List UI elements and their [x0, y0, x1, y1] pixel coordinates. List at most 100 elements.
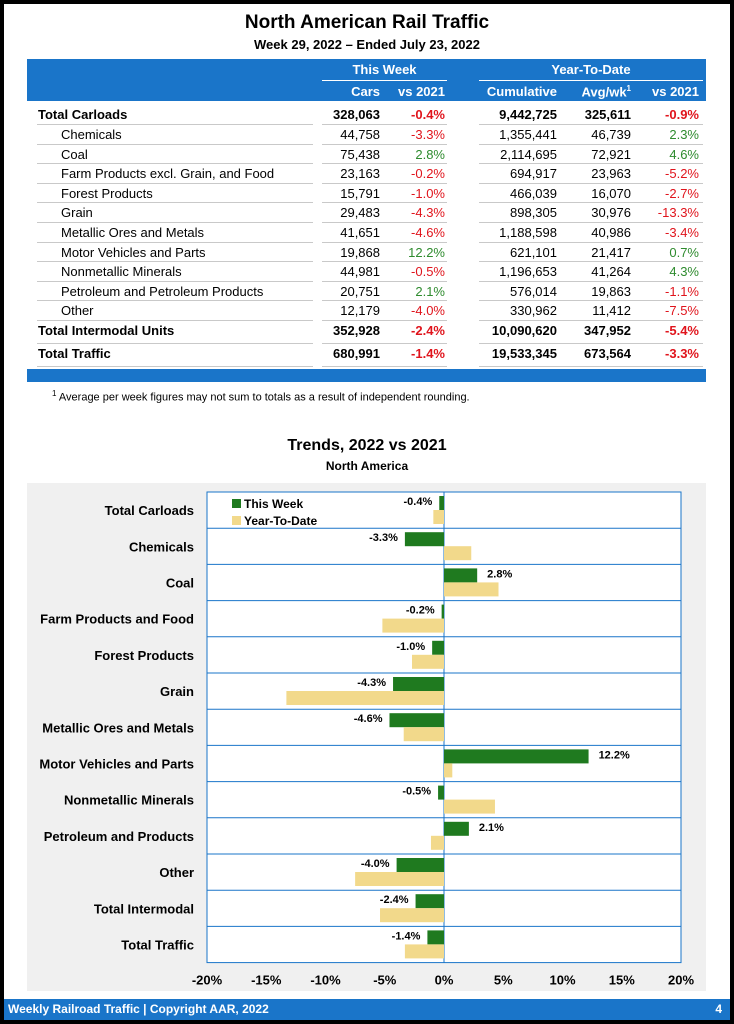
- table-row: Metallic Ores and Metals 41,651 -4.6% 1,188…: [27, 223, 706, 243]
- data-label-this-week: -4.3%: [357, 677, 386, 689]
- table-row: Nonmetallic Minerals 44,981 -0.5% 1,196,653…: [27, 262, 706, 282]
- data-label-this-week: -0.4%: [404, 496, 433, 508]
- cell-vsy: -5.2%: [665, 166, 699, 182]
- category-label: Metallic Ores and Metals: [42, 720, 194, 735]
- cell-label: Chemicals: [61, 127, 122, 142]
- cell-cars: 44,758: [340, 127, 380, 142]
- cell-cum: 2,114,695: [500, 146, 557, 162]
- category-label: Other: [159, 865, 194, 880]
- bar-ytd: [433, 510, 444, 524]
- bar-ytd: [380, 908, 444, 923]
- bar-ytd: [444, 763, 453, 778]
- table-body: Total Carloads 328,063 -0.4% 9,442,725 325,6…: [27, 105, 706, 367]
- data-label-this-week: -3.3%: [369, 532, 398, 544]
- cell-cars: 680,991: [333, 345, 380, 361]
- cell-label: Other: [61, 303, 94, 319]
- cell-avg: 30,976: [591, 205, 631, 221]
- cell-label: Total Intermodal Units: [38, 322, 175, 338]
- cell-vs: -1.0%: [411, 185, 445, 201]
- cell-label: Grain: [61, 205, 93, 221]
- table-row: Farm Products excl. Grain, and Food 23,16…: [27, 164, 706, 184]
- cell-cum: 1,355,441: [499, 127, 557, 142]
- cell-vs: -0.2%: [411, 166, 445, 182]
- cell-cars: 23,163: [340, 166, 380, 182]
- legend-swatch-this-week: [232, 499, 241, 508]
- cell-vs: 2.1%: [415, 283, 445, 299]
- cell-avg: 72,921: [591, 146, 631, 162]
- x-tick-label: -10%: [310, 973, 341, 988]
- x-tick-label: -15%: [251, 973, 282, 988]
- bar-this-week: [432, 640, 444, 655]
- page-title: North American Rail Traffic: [244, 12, 490, 33]
- cell-avg: 16,070: [591, 185, 631, 201]
- cell-cum: 19,533,345: [491, 345, 557, 361]
- traffic-table: This Week Year-To-Date Cars vs 2021 Cumu…: [27, 59, 706, 367]
- x-tick-label: 5%: [494, 973, 513, 988]
- table-row: Grain 29,483 -4.3% 898,305 30,976 -13.3%: [27, 203, 706, 223]
- data-label-this-week: -4.0%: [361, 858, 390, 870]
- category-label: Total Traffic: [121, 938, 194, 953]
- cell-vs: -4.6%: [411, 224, 445, 240]
- cell-vs: 12.2%: [408, 244, 445, 260]
- cell-vsy: 2.3%: [669, 127, 699, 142]
- cell-cum: 576,014: [510, 283, 557, 299]
- cell-cars: 75,438: [340, 146, 380, 162]
- cell-cum: 330,962: [510, 303, 557, 319]
- category-label: Petroleum and Products: [44, 829, 194, 844]
- cell-label: Forest Products: [61, 185, 153, 201]
- cell-avg: 347,952: [584, 322, 631, 338]
- group-this-week: This Week: [352, 62, 417, 77]
- cell-vs: -2.4%: [411, 322, 445, 338]
- cell-vsy: -13.3%: [657, 205, 699, 221]
- cell-avg: 325,611: [584, 107, 631, 122]
- footer-copyright: Weekly Railroad Traffic | Copyright AAR,…: [8, 1002, 269, 1016]
- bar-ytd: [355, 872, 444, 886]
- bar-ytd: [403, 727, 444, 742]
- table-row: Motor Vehicles and Parts 19,868 12.2% 621,1…: [27, 243, 706, 263]
- cell-avg: 673,564: [584, 345, 631, 361]
- data-label-this-week: -4.6%: [354, 713, 383, 725]
- data-label-this-week: 2.1%: [479, 822, 504, 834]
- table-bottom-bar: [27, 369, 706, 382]
- bar-ytd: [286, 691, 444, 705]
- col-vs2021: vs 2021: [398, 84, 445, 99]
- cell-vsy: -3.4%: [665, 224, 699, 240]
- col-cumulative: Cumulative: [486, 84, 557, 99]
- cell-vs: -0.4%: [411, 107, 445, 122]
- cell-avg: 21,417: [591, 244, 631, 260]
- cell-vsy: -1.1%: [665, 283, 699, 299]
- trends-chart: Total Carloads -0.4% Chemicals -3.3% Coal 2.8…: [39, 491, 694, 988]
- table-row: Petroleum and Petroleum Products 20,751 2.…: [27, 282, 706, 302]
- bar-ytd: [444, 546, 472, 561]
- cell-vs: -4.3%: [411, 205, 445, 221]
- cell-vs: 2.8%: [415, 146, 445, 162]
- cell-label: Coal: [61, 146, 88, 162]
- cell-vsy: 0.7%: [669, 244, 699, 260]
- data-label-this-week: 2.8%: [487, 568, 512, 580]
- cell-vsy: -2.7%: [665, 185, 699, 201]
- cell-vs: -1.4%: [411, 345, 445, 361]
- category-label: Motor Vehicles and Parts: [39, 757, 194, 772]
- cell-label: Nonmetallic Minerals: [61, 264, 182, 280]
- cell-vs: -4.0%: [411, 303, 445, 319]
- cell-cars: 15,791: [340, 185, 380, 201]
- cell-cum: 621,101: [510, 244, 557, 260]
- bar-this-week: [444, 821, 469, 836]
- cell-cum: 1,196,653: [499, 264, 557, 280]
- bar-ytd: [404, 944, 444, 959]
- cell-avg: 46,739: [591, 127, 631, 142]
- cell-avg: 41,264: [591, 264, 631, 280]
- col-cars: Cars: [351, 84, 380, 99]
- col-avgwk: Avg/wk1: [581, 84, 631, 100]
- bar-this-week: [396, 858, 444, 872]
- cell-label: Total Carloads: [38, 107, 128, 122]
- cell-vsy: -0.9%: [665, 107, 699, 122]
- table-row: Other 12,179 -4.0% 330,962 11,412 -7.5%: [27, 301, 706, 321]
- cell-label: Petroleum and Petroleum Products: [61, 283, 264, 299]
- cell-label: Total Traffic: [38, 345, 111, 361]
- cell-label: Metallic Ores and Metals: [61, 224, 205, 240]
- data-label-this-week: -1.4%: [392, 930, 421, 942]
- cell-vsy: -3.3%: [665, 345, 699, 361]
- cell-cum: 898,305: [510, 205, 557, 221]
